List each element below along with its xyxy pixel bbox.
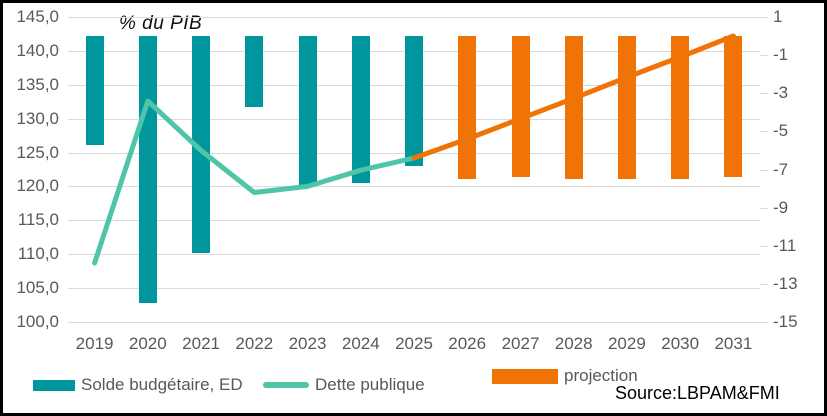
x-axis-year-label: 2023 [288, 334, 327, 353]
right-axis-tick-mark [760, 283, 768, 285]
bar-projection-2029 [617, 36, 636, 180]
x-axis-year-label: 2024 [341, 334, 380, 353]
left-axis-tick-label: 120,0 [16, 176, 59, 196]
legend-swatch-teal-bar-icon [33, 379, 75, 391]
left-axis-tick-label: 145,0 [16, 7, 59, 26]
bar-solde-budg-taire--ed-2024 [351, 36, 370, 183]
right-axis-tick-mark [760, 245, 768, 247]
x-axis-year-label: 2026 [448, 334, 487, 353]
right-axis-tick-mark [760, 93, 768, 95]
right-axis-tick-mark [760, 17, 768, 18]
right-axis-tick-label: -9 [773, 197, 789, 217]
bar-projection-2028 [564, 36, 583, 180]
right-axis-tick-mark [760, 322, 768, 323]
left-axis-tick-label: 135,0 [16, 74, 59, 94]
bar-projection-2030 [671, 36, 690, 180]
right-axis-tick-label: -5 [773, 121, 789, 141]
bar-projection-2031 [724, 36, 743, 178]
legend-swatch-green-line-icon [263, 382, 309, 388]
x-axis-year-label: 2025 [395, 334, 433, 353]
x-axis-year-label: 2019 [75, 334, 114, 353]
right-axis-tick-mark [760, 169, 768, 171]
left-axis-tick-label: 125,0 [16, 142, 59, 162]
x-axis-year-label: 2031 [714, 334, 753, 353]
legend-label-dette-publique: Dette publique [315, 375, 425, 394]
right-axis-tick-label: -3 [773, 83, 789, 103]
right-axis-tick-label: -11 [773, 235, 797, 255]
bar-projection-2027 [511, 36, 530, 178]
bar-solde-budg-taire--ed-2021 [192, 36, 211, 254]
right-axis-tick-mark [760, 131, 768, 133]
legend-swatch-orange-bar-icon [492, 368, 558, 384]
legend-item-projection: projection [492, 366, 638, 386]
bar-solde-budg-taire--ed-2019 [85, 36, 104, 145]
gridline [68, 220, 760, 222]
legend-label-projection: projection [564, 366, 638, 385]
chart-title: % du PIB [119, 13, 203, 34]
gridline [68, 186, 760, 188]
bar-solde-budg-taire--ed-2020 [138, 36, 157, 303]
right-axis-tick-label: -15 [773, 312, 798, 331]
right-axis-tick-label: -7 [773, 159, 789, 179]
bar-solde-budg-taire--ed-2023 [298, 36, 317, 185]
x-axis-year-label: 2028 [554, 334, 593, 353]
right-axis-tick-label: -13 [773, 273, 798, 293]
gridline [68, 322, 760, 323]
x-axis-year-label: 2030 [661, 334, 700, 353]
left-axis-tick-label: 115,0 [17, 210, 59, 230]
bar-projection-2026 [458, 36, 477, 180]
bar-solde-budg-taire--ed-2025 [405, 36, 423, 166]
right-axis-tick-label: -1 [773, 45, 789, 65]
x-axis-year-label: 2027 [501, 334, 540, 353]
left-axis-tick-label: 105,0 [16, 278, 59, 298]
left-axis-tick-label: 130,0 [16, 108, 59, 128]
source-caption: Source:LBPAM&FMI [615, 383, 780, 403]
left-axis-tick-label: 110,0 [17, 244, 59, 264]
right-axis-tick-mark [760, 55, 768, 57]
x-axis-year-label: 2029 [607, 334, 646, 353]
gridline [68, 254, 760, 256]
left-axis-tick-label: 100,0 [16, 312, 59, 331]
gridline [68, 17, 760, 18]
legend-label-solde-budgetaire: Solde budgétaire, ED [81, 375, 243, 394]
legend-item-solde-budgetaire: Solde budgétaire, ED [33, 375, 243, 395]
right-axis-tick-mark [760, 207, 768, 209]
left-axis-tick-label: 140,0 [16, 40, 59, 60]
legend-item-dette-publique: Dette publique [263, 375, 425, 395]
x-axis-year-label: 2022 [235, 334, 274, 353]
x-axis-year-label: 2021 [182, 334, 220, 353]
right-axis-tick-label: 1 [773, 7, 783, 26]
bar-solde-budg-taire--ed-2022 [245, 36, 264, 107]
gridline [68, 288, 760, 290]
x-axis-year-label: 2020 [128, 334, 167, 353]
